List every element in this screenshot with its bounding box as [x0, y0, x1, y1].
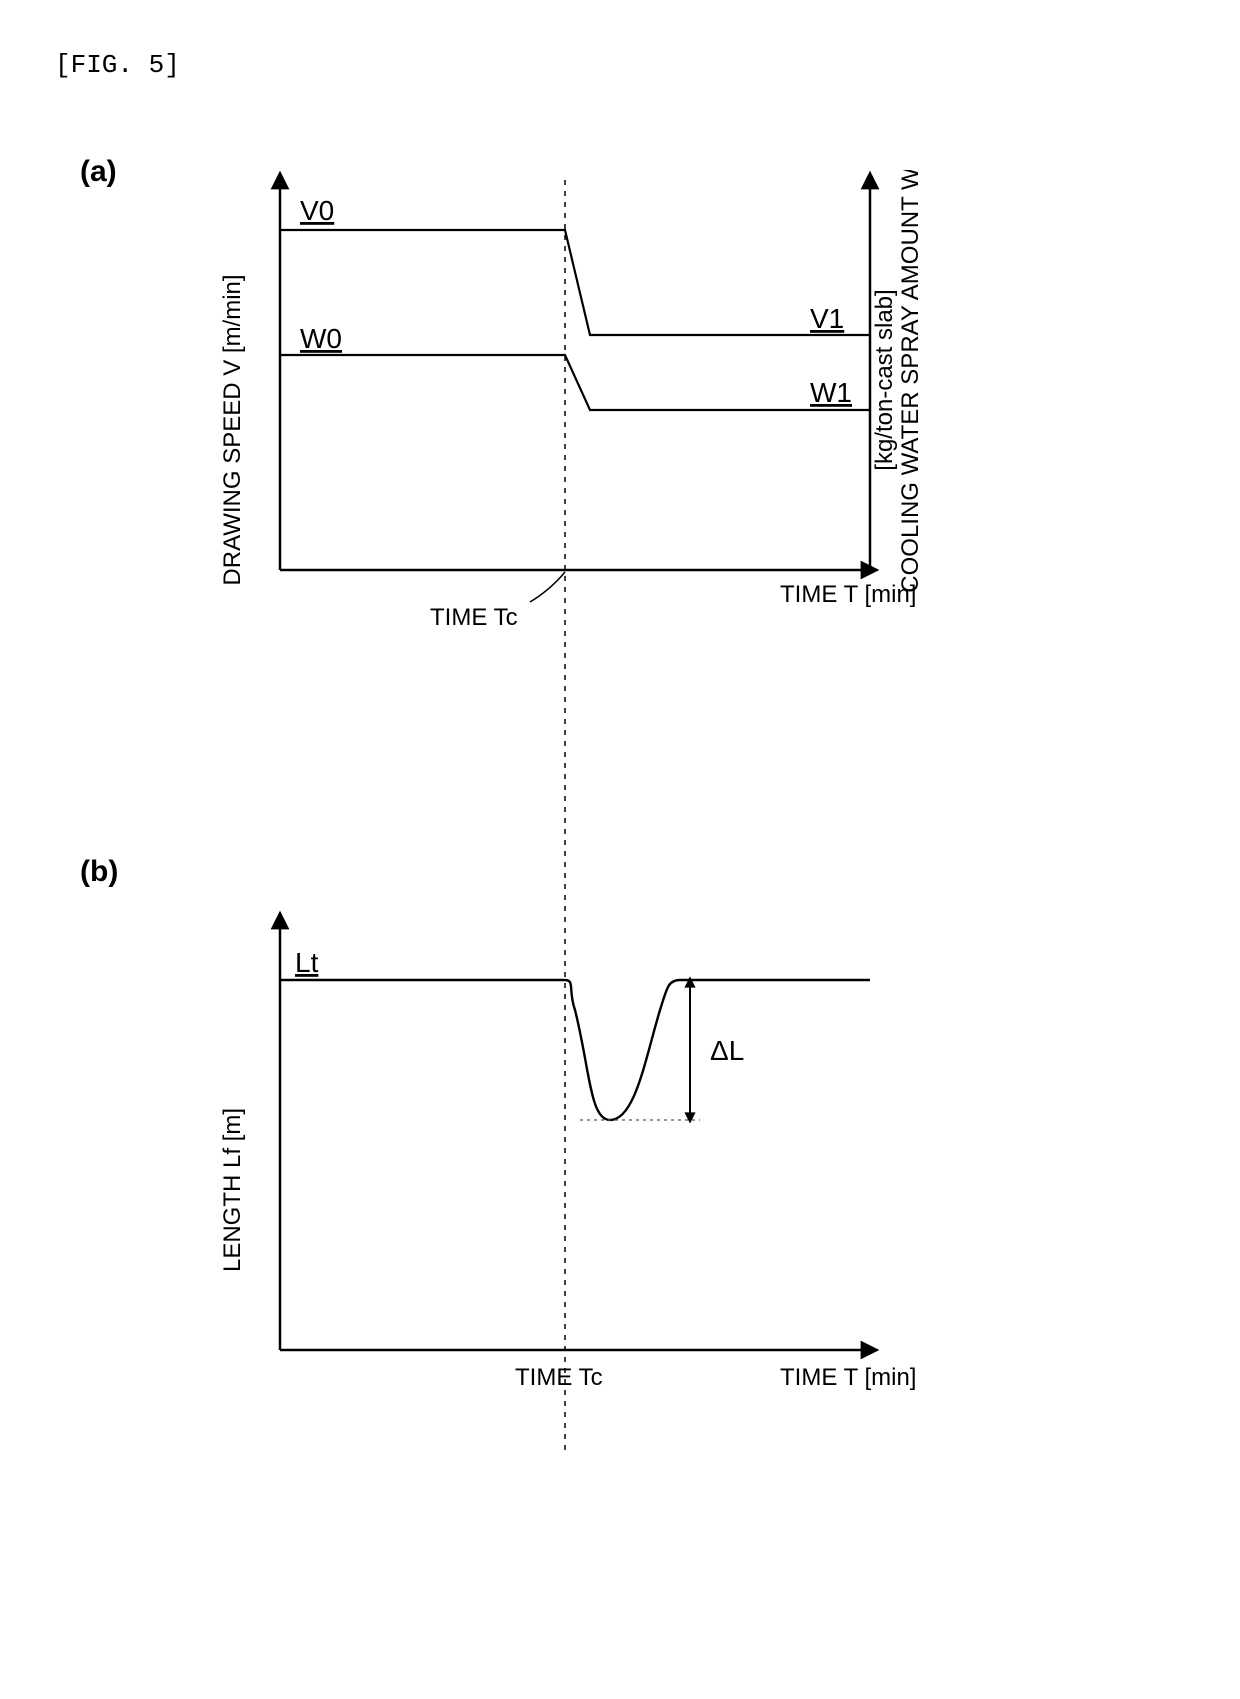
series-w	[280, 355, 870, 410]
v0-label: V0	[300, 195, 334, 226]
figure-caption: [FIG. 5]	[55, 50, 180, 80]
w0-label: W0	[300, 323, 342, 354]
series-lf	[280, 980, 870, 1120]
delta-l-label: ΔL	[710, 1035, 744, 1066]
lt-label: Lt	[295, 947, 319, 978]
x-axis-label-a: TIME T [min]	[780, 581, 916, 608]
left-axis-label-b: LENGTH Lf [m]	[219, 1108, 246, 1272]
w1-label: W1	[810, 377, 852, 408]
panel-b-label: (b)	[80, 855, 118, 889]
right-axis-label-2: [kg/ton-cast slab]	[871, 289, 898, 470]
x-axis-label-b: TIME T [min]	[780, 1364, 916, 1391]
tc-pointer-a	[530, 572, 565, 602]
left-axis-label: DRAWING SPEED V [m/min]	[219, 274, 246, 585]
series-v	[280, 230, 870, 335]
tc-label-a: TIME Tc	[430, 604, 518, 631]
panel-a-chart: V0 W0 V1 W1 DRAWING SPEED V [m/min] COOL…	[170, 170, 1140, 670]
v1-label: V1	[810, 303, 844, 334]
tc-label-b: TIME Tc	[515, 1364, 603, 1391]
panel-a-label: (a)	[80, 155, 117, 189]
panel-b-chart: ΔL Lt LENGTH Lf [m] TIME T [min] TIME Tc	[170, 910, 1140, 1470]
right-axis-label-1: COOLING WATER SPRAY AMOUNT W	[897, 170, 924, 593]
